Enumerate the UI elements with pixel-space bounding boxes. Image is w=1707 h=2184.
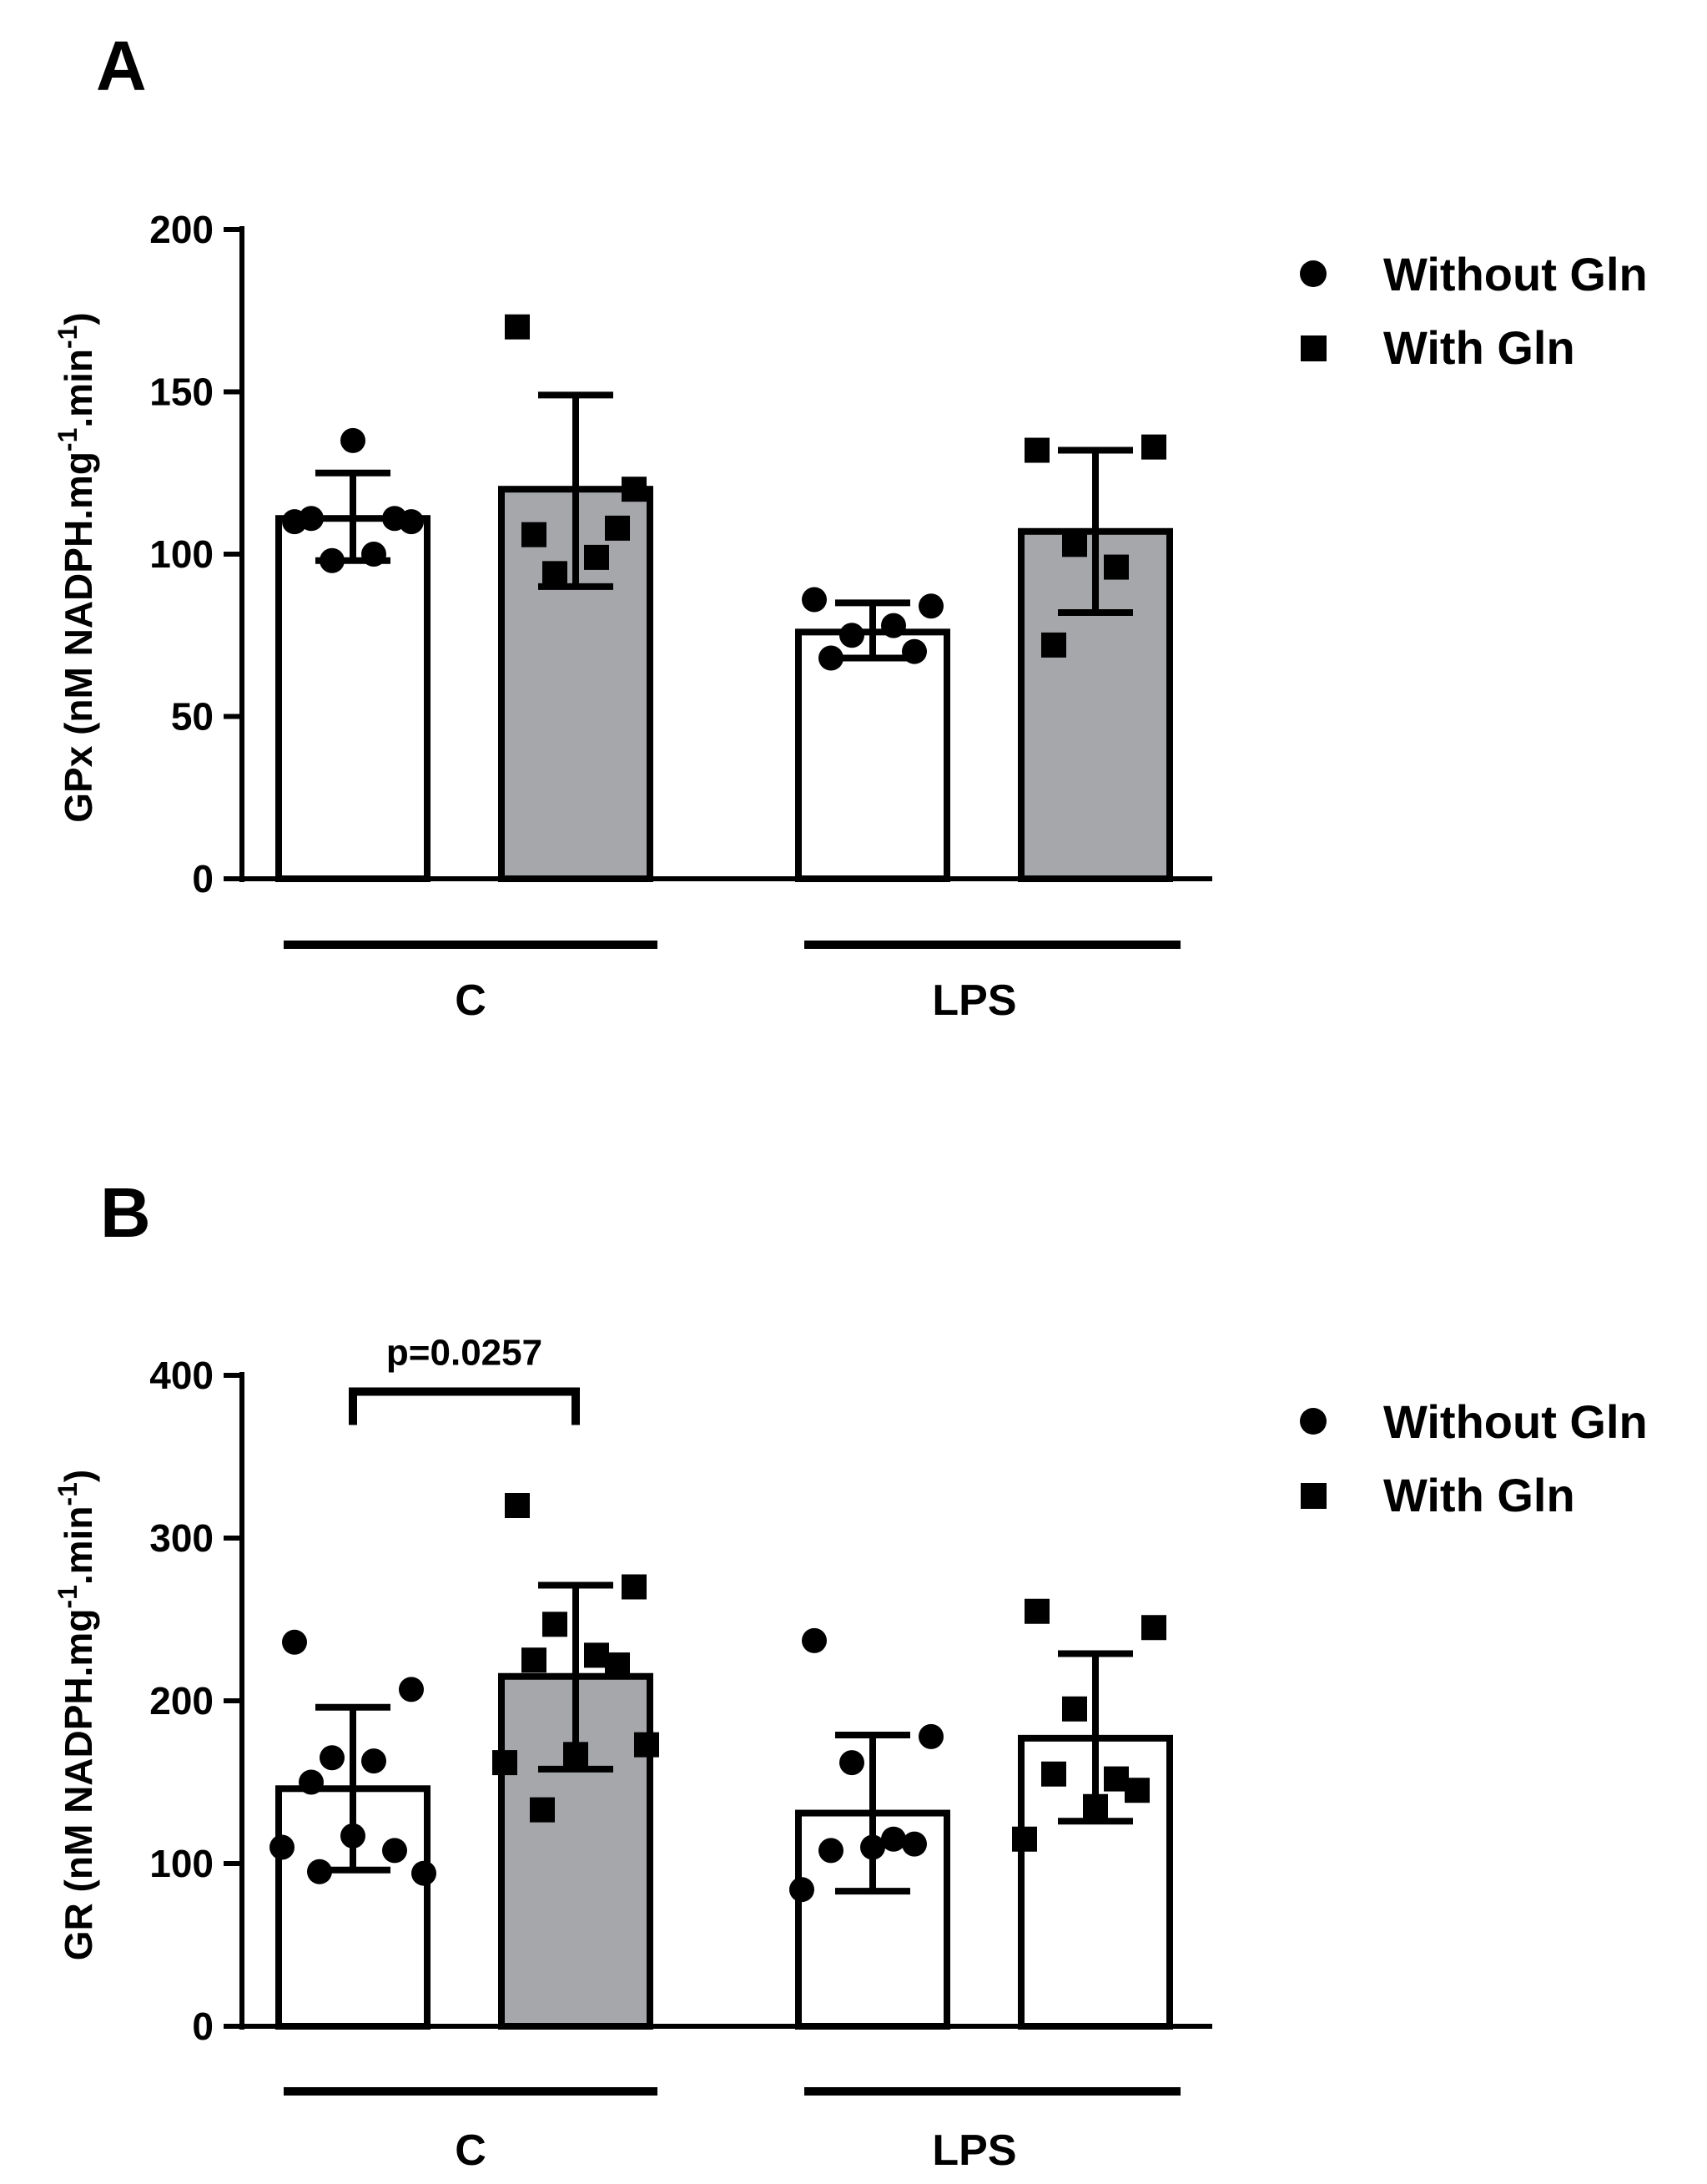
panel-b-data-point (818, 1838, 843, 1864)
panel-a-data-point (1141, 434, 1166, 460)
panel-b-legend-label-with-gln: With Gln (1383, 1469, 1575, 1521)
panel-a-data-point (1104, 554, 1129, 580)
panel-b-y-axis-title: GR (nM NADPH.mg-1.min-1) (53, 1470, 100, 1960)
panel-b-data-point (1041, 1761, 1066, 1787)
panel-b-data-point (521, 1647, 546, 1673)
panel-b-data-point (382, 1838, 407, 1864)
panel-a-data-point (802, 587, 827, 613)
panel-b-letter: B (100, 1173, 151, 1252)
panel-b-data-point (542, 1612, 567, 1637)
panel-a-data-point (340, 427, 365, 453)
panel-b-y-tick-label: 0 (192, 2005, 214, 2048)
panel-a-data-point (361, 542, 386, 567)
panel-a-legend-label-without-gln: Without Gln (1383, 248, 1648, 300)
panel-b-y-tick-label: 200 (149, 1679, 214, 1722)
panel-a-data-point (881, 613, 906, 638)
panel-b-data-point (282, 1629, 307, 1655)
panel-a-error-bar-3 (1058, 446, 1133, 617)
panel-a-data-point (605, 515, 630, 541)
panel-b-legend-circle-marker (1300, 1408, 1327, 1435)
panel-b-data-point (307, 1859, 332, 1884)
panel-a-group-label-lps: LPS (932, 976, 1016, 1025)
panel-b-data-point (1025, 1598, 1050, 1624)
panel-b-group-label-c: C (455, 2126, 486, 2175)
panel-b-error-bar-1 (538, 1581, 613, 1773)
panel-a-bar-lps-without-gln (795, 628, 950, 882)
panel-a-legend-label-with-gln: With Gln (1383, 321, 1575, 374)
panel-b-data-point (622, 1574, 647, 1600)
panel-a-y-tick-label: 50 (171, 695, 214, 739)
panel-a-data-point (299, 506, 324, 532)
panel-b-error-bar-2 (835, 1731, 910, 1895)
panel-b-group-label-lps: LPS (932, 2126, 1016, 2175)
panel-a-y-tick-label: 100 (149, 532, 214, 576)
panel-b-data-point (505, 1493, 530, 1518)
panel-b-data-point (919, 1723, 944, 1749)
panel-a-data-point (382, 506, 407, 532)
panel-b-data-point (860, 1834, 885, 1860)
panel-a: A 0 50 100 150 200 GPx (nM NADPH.mg-1.min-1)… (53, 27, 1648, 1025)
panel-a-data-point (1041, 632, 1066, 658)
panel-b-legend-label-without-gln: Without Gln (1383, 1395, 1648, 1448)
panel-a-data-point (919, 593, 944, 619)
panel-b-data-point (361, 1748, 386, 1774)
panel-b-data-point (563, 1742, 588, 1768)
panel-a-y-tick-label: 150 (149, 371, 214, 414)
panel-a-error-bar-2 (835, 599, 910, 662)
panel-a-error-bar-1 (538, 391, 613, 590)
panel-b-significance-bracket (349, 1387, 580, 1425)
panel-a-data-point (542, 561, 567, 587)
panel-b-data-point (881, 1826, 906, 1852)
panel-a-letter: A (96, 27, 147, 105)
panel-b-data-point (320, 1745, 345, 1771)
panel-a-legend-square-marker (1301, 335, 1327, 361)
panel-b-legend-square-marker (1301, 1483, 1327, 1509)
panel-b-data-point (299, 1769, 324, 1795)
panel-b-data-point (530, 1797, 555, 1823)
panel-b-data-point (1012, 1826, 1037, 1852)
panel-b-data-point (411, 1860, 436, 1886)
panel-a-data-point (839, 623, 864, 648)
panel-b-data-point (839, 1750, 864, 1776)
panel-b-data-point (1125, 1778, 1150, 1803)
panel-b-data-point (605, 1652, 630, 1678)
panel-b-data-point (492, 1750, 517, 1776)
panel-b-data-point (1141, 1615, 1166, 1641)
panel-a-data-point (1025, 437, 1050, 463)
panel-a-data-point (902, 638, 927, 664)
panel-b-data-point (399, 1677, 424, 1702)
panel-a-y-tick-label: 0 (192, 857, 214, 900)
panel-b-y-tick-label: 400 (149, 1354, 214, 1397)
panel-b-error-bar-3 (1058, 1650, 1133, 1825)
panel-a-data-point (622, 477, 647, 502)
panel-b-data-point (1062, 1696, 1087, 1722)
panel-b-data-point (634, 1732, 659, 1758)
panel-b-data-point (269, 1834, 295, 1860)
panel-a-data-point (521, 522, 546, 547)
panel-a-group-label-c: C (455, 976, 486, 1025)
panel-b-data-point (902, 1831, 927, 1857)
panel-a-data-point (320, 547, 345, 573)
panel-a-data-point (818, 645, 843, 671)
panel-a-y-tick-label: 200 (149, 208, 214, 251)
panel-a-y-axis-title: GPx (nM NADPH.mg-1.min-1) (53, 312, 100, 822)
panel-a-data-point (505, 314, 530, 340)
panel-b-data-point (340, 1823, 365, 1849)
panel-b-p-value-label: p=0.0257 (386, 1333, 542, 1374)
panel-b-data-point (1083, 1793, 1108, 1819)
panel-a-legend-circle-marker (1300, 260, 1327, 287)
panel-b-y-tick-label: 100 (149, 1842, 214, 1885)
panel-b-y-tick-label: 300 (149, 1516, 214, 1560)
panel-b-bar-c-without-gln (275, 1785, 431, 2030)
panel-a-bar-c-without-gln (275, 515, 431, 883)
panel-b-data-point (802, 1627, 827, 1653)
panel-b: B 0 100 200 300 400 GR (nM NADPH.mg-1.min-1)… (53, 1173, 1648, 2175)
panel-b-data-point (789, 1877, 814, 1903)
panel-a-data-point (1062, 532, 1087, 557)
panel-a-data-point (584, 544, 609, 570)
